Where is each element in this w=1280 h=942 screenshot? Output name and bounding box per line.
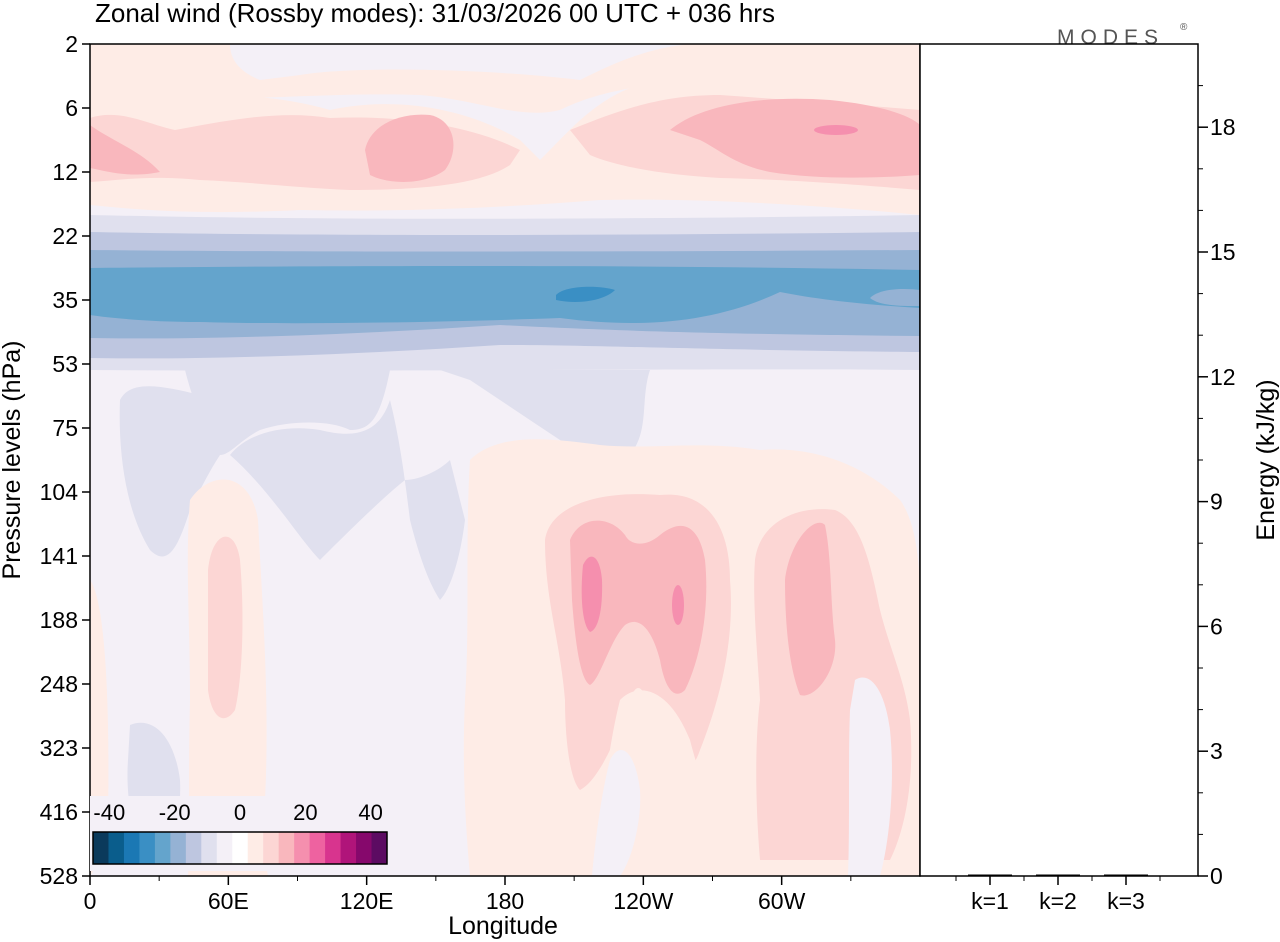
colorbar-tick-label: 0 — [234, 800, 246, 825]
energy-panel-frame — [919, 43, 1199, 877]
chart-title: Zonal wind (Rossby modes): 31/03/2026 00… — [95, 0, 775, 28]
x-tick-label: 0 — [84, 888, 97, 914]
colorbar-cell — [247, 832, 264, 864]
easterly-band-core — [90, 266, 920, 324]
y-tick-label: 6 — [65, 95, 78, 121]
y-tick-label: 12 — [52, 159, 78, 185]
energy-bar — [1036, 874, 1080, 876]
weak-easterly-west — [119, 386, 224, 557]
logo-registered-mark: ® — [1180, 22, 1188, 33]
energy-tick-label: 0 — [1210, 863, 1223, 889]
energy-category-label: k=3 — [1107, 888, 1145, 914]
upper-westerly-max — [814, 125, 858, 135]
energy-category-label: k=2 — [1039, 888, 1077, 914]
colorbar-cell — [340, 832, 357, 864]
y-tick-label: 104 — [40, 479, 79, 505]
colorbar-cell — [154, 832, 171, 864]
upper-westerly-core-60w — [670, 98, 920, 178]
energy-tick-label: 15 — [1210, 239, 1236, 265]
y-tick-label: 248 — [40, 671, 78, 697]
westerly-max-120w-b — [672, 585, 684, 625]
colorbar-cell — [263, 832, 280, 864]
colorbar-tick-label: 40 — [358, 800, 382, 825]
energy-bar — [968, 874, 1012, 876]
y-tick-label: 22 — [52, 223, 78, 249]
easterly-band-east — [870, 288, 920, 306]
colorbar-cell — [185, 832, 202, 864]
colorbar-cell — [309, 832, 326, 864]
y-tick-label: 188 — [40, 607, 78, 633]
colorbar-frame — [92, 831, 388, 865]
x-tick-label: 60W — [758, 888, 806, 914]
y-axis-ticks: 2 6 12 22 35 53 75 104 141 188 248 323 416 528 — [40, 31, 90, 889]
x-tick-label: 180 — [486, 888, 524, 914]
y-tick-label: 323 — [40, 735, 78, 761]
westerly-max-120w-a — [581, 556, 603, 632]
weak-region-60w — [848, 677, 892, 876]
energy-axis-label: Energy (kJ/kg) — [1252, 379, 1280, 540]
y-tick-label: 2 — [65, 31, 78, 57]
colorbar-cell — [371, 832, 388, 864]
x-axis-label: Longitude — [448, 912, 558, 940]
weak-region-low — [592, 750, 641, 876]
x-tick-label: 120W — [613, 888, 673, 914]
energy-tick-label: 3 — [1210, 738, 1223, 764]
colorbar-cell — [93, 832, 109, 864]
y-tick-label: 141 — [40, 543, 78, 569]
westerly-core-60w-inner — [785, 522, 836, 696]
colorbar-cell — [325, 832, 342, 864]
colorbar-cell — [232, 832, 249, 864]
energy-tick-label: 6 — [1210, 613, 1223, 639]
y-tick-label: 35 — [52, 287, 78, 313]
westerly-column-60e-inner — [208, 536, 243, 719]
x-tick-label: 60E — [208, 888, 249, 914]
colorbar-tick-label: 20 — [293, 800, 317, 825]
colorbar-cell — [123, 832, 140, 864]
colorbar-ticks: -40 -20 0 20 40 — [93, 800, 382, 825]
colorbar-tick-label: -40 — [93, 800, 125, 825]
energy-bars: k=1 k=2 k=3 — [955, 874, 1161, 914]
easterly-jet-max — [556, 286, 615, 302]
y-tick-label: 528 — [40, 863, 78, 889]
colorbar-cell — [278, 832, 295, 864]
colorbar-cell — [139, 832, 156, 864]
upper-westerly-core-0 — [90, 125, 160, 175]
energy-tick-label: 12 — [1210, 364, 1236, 390]
colorbar-cell — [216, 832, 233, 864]
colorbar-cell — [108, 832, 125, 864]
colorbar: -40 -20 0 20 40 — [90, 796, 390, 871]
upper-westerly-core-120e — [365, 114, 454, 182]
colorbar-tick-label: -20 — [159, 800, 191, 825]
energy-axis-ticks: 0 3 6 9 12 15 18 — [1198, 85, 1236, 889]
contour-field — [90, 44, 920, 876]
energy-bar — [1104, 874, 1148, 876]
colorbar-cell — [294, 832, 311, 864]
y-tick-label: 75 — [52, 415, 78, 441]
y-tick-label: 416 — [40, 799, 78, 825]
energy-tick-label: 18 — [1210, 114, 1236, 140]
colorbar-cell — [201, 832, 218, 864]
energy-category-label: k=1 — [971, 888, 1009, 914]
upper-westerly-top — [90, 44, 920, 113]
energy-tick-label: 9 — [1210, 489, 1223, 515]
colorbar-cell — [170, 832, 187, 864]
colorbar-cells — [93, 832, 388, 864]
x-axis-ticks: 0 60E 120E 180 120W 60W — [84, 876, 852, 914]
weak-easterly-180 — [440, 370, 650, 460]
y-tick-label: 53 — [52, 351, 78, 377]
weak-easterly-top — [185, 370, 390, 455]
westerly-core-120w-inner — [570, 520, 707, 694]
colorbar-cell — [356, 832, 373, 864]
weak-easterly-mid — [230, 400, 465, 600]
x-tick-label: 120E — [340, 888, 394, 914]
y-axis-label: Pressure levels (hPa) — [0, 341, 26, 580]
